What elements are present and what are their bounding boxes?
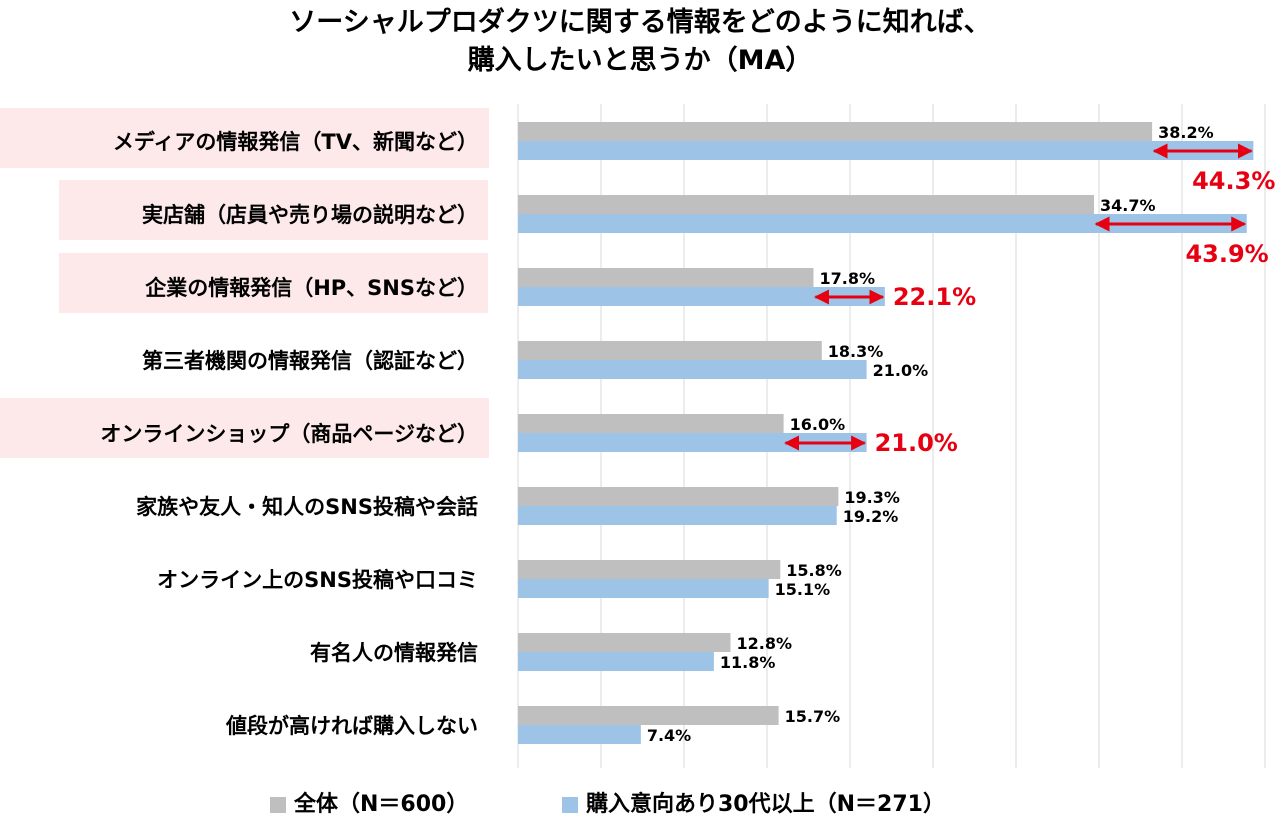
- data-label-overall: 38.2%: [1158, 123, 1214, 142]
- category-label: 有名人の情報発信: [310, 641, 478, 665]
- data-label-intent-highlight: 43.9%: [1185, 240, 1268, 268]
- category-highlight: [0, 398, 489, 458]
- data-label-intent-highlight: 44.3%: [1192, 167, 1275, 195]
- category-label: 家族や友人・知人のSNS投稿や会話: [136, 495, 478, 519]
- legend-swatch-overall: [270, 797, 286, 813]
- category-label: 実店舗（店員や売り場の説明など）: [142, 203, 478, 227]
- data-label-overall: 12.8%: [736, 634, 792, 653]
- data-label-overall: 19.3%: [844, 488, 900, 507]
- category-label: オンラインショップ（商品ページなど）: [100, 422, 478, 446]
- data-label-intent-highlight: 22.1%: [893, 283, 976, 311]
- data-label-intent: 7.4%: [647, 726, 691, 745]
- data-label-overall: 15.7%: [785, 707, 841, 726]
- title-line-1: ソーシャルプロダクツに関する情報をどのように知れば、: [289, 7, 991, 38]
- bar-intent: [518, 433, 867, 452]
- data-label-overall: 18.3%: [828, 342, 884, 361]
- data-label-intent: 15.1%: [775, 580, 831, 599]
- bar-chart: メディアの情報発信（TV、新聞など） 38.2% 44.3% 実店舗（店員や売り場の説…: [0, 104, 1275, 768]
- data-label-intent-highlight: 21.0%: [875, 429, 958, 457]
- bar-intent: [518, 506, 837, 525]
- legend-swatch-intent: [562, 797, 578, 813]
- category-highlight: [0, 108, 489, 168]
- bar-overall: [518, 487, 839, 506]
- category-label: 企業の情報発信（HP、SNSなど）: [144, 276, 478, 300]
- bar-overall: [518, 414, 784, 433]
- category-label: メディアの情報発信（TV、新聞など）: [113, 130, 478, 154]
- category-highlight: [59, 253, 488, 313]
- legend-item-intent: 購入意向あり30代以上（N＝271）: [562, 786, 945, 818]
- bar-overall: [518, 560, 781, 579]
- bar-intent: [518, 141, 1254, 160]
- category-label: 第三者機関の情報発信（認証など）: [142, 349, 478, 373]
- data-label-overall: 15.8%: [786, 561, 842, 580]
- bar-overall: [518, 341, 822, 360]
- data-label-overall: 34.7%: [1100, 196, 1156, 215]
- data-label-overall: 16.0%: [790, 415, 846, 434]
- bar-overall: [518, 633, 731, 652]
- data-label-overall: 17.8%: [819, 269, 875, 288]
- bar-intent: [518, 579, 769, 598]
- chart-title: ソーシャルプロダクツに関する情報をどのように知れば、 購入したいと思うか（MA）: [0, 4, 1280, 80]
- bar-intent: [518, 725, 641, 744]
- legend-label-intent: 購入意向あり30代以上（N＝271）: [586, 792, 945, 817]
- bar-intent: [518, 214, 1247, 233]
- bar-intent: [518, 287, 885, 306]
- bar-overall: [518, 122, 1153, 141]
- bar-overall: [518, 706, 779, 725]
- data-label-intent: 19.2%: [843, 507, 899, 526]
- legend-label-overall: 全体（N＝600）: [294, 792, 469, 817]
- bar-overall: [518, 268, 814, 287]
- legend-item-overall: 全体（N＝600）: [270, 786, 468, 818]
- title-line-2: 購入したいと思うか（MA）: [467, 45, 813, 76]
- bar-overall: [518, 195, 1095, 214]
- category-highlight: [59, 180, 488, 240]
- data-label-intent: 21.0%: [873, 361, 929, 380]
- bar-intent: [518, 652, 714, 671]
- data-label-intent: 11.8%: [720, 653, 776, 672]
- bar-intent: [518, 360, 867, 379]
- category-label: オンライン上のSNS投稿や口コミ: [157, 568, 478, 592]
- category-label: 値段が高ければ購入しない: [225, 714, 478, 738]
